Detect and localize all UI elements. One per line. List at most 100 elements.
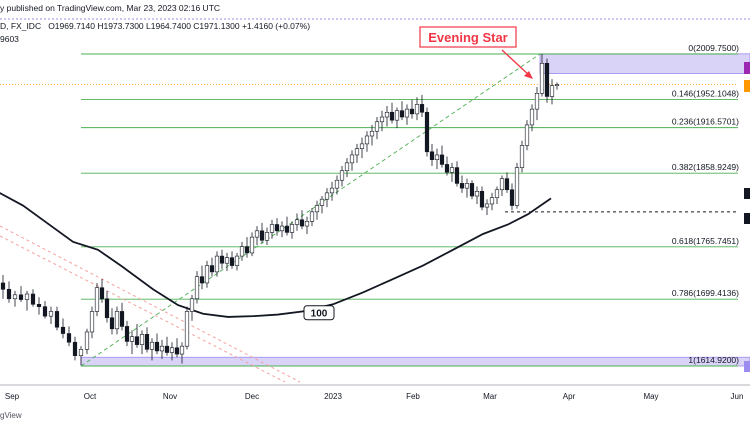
- fib-label: 1(1614.9200): [688, 355, 739, 365]
- candle-body: [12, 294, 18, 300]
- low-zone-marker: [744, 361, 750, 372]
- candle-body: [524, 124, 530, 146]
- candle-body: [214, 255, 220, 273]
- candle-body: [119, 311, 125, 327]
- x-tick-label: 2023: [324, 392, 342, 401]
- candle-body: [399, 110, 405, 118]
- candle-body: [409, 108, 415, 115]
- pattern-arrow-shaft: [501, 49, 531, 77]
- symbol-label[interactable]: D, FX_IDC: [0, 21, 42, 31]
- candle-body: [30, 293, 36, 305]
- candle-body: [99, 287, 105, 300]
- candle-body: [464, 183, 470, 189]
- sma-layer: [0, 192, 552, 318]
- candle-body: [424, 111, 430, 153]
- annotations-layer: 100 Evening Star: [303, 26, 533, 321]
- candle-body: [304, 221, 310, 227]
- x-tick-label: Apr: [563, 392, 576, 401]
- candle-body: [189, 298, 195, 312]
- candle-body: [109, 317, 115, 330]
- candle-body: [60, 326, 66, 334]
- candle-body: [284, 225, 290, 233]
- candles-layer: [0, 54, 560, 366]
- x-tick-label: Feb: [406, 392, 420, 401]
- candle-body: [174, 347, 180, 355]
- candle-body: [229, 257, 235, 266]
- fib-label: 0.146(1952.1048): [672, 89, 739, 99]
- candle-body: [134, 336, 140, 345]
- candle-body: [254, 230, 260, 238]
- fib-label: 0.786(1699.4136): [672, 288, 739, 298]
- candle-body: [239, 246, 245, 257]
- candle-body: [359, 143, 365, 149]
- fib-label: 0.236(1916.5701): [672, 117, 739, 127]
- candle-body: [129, 336, 135, 342]
- ma-label-box: [303, 305, 335, 321]
- candle-body: [504, 178, 510, 191]
- candle-body: [274, 224, 280, 232]
- support-marker: [744, 213, 750, 224]
- candle-body: [394, 110, 400, 121]
- candle-body: [78, 349, 84, 356]
- fib-levels-layer: 0(2009.7500) 0.146(1952.1048) 0.236(1916.5…: [0, 43, 739, 367]
- candle-body: [474, 190, 480, 197]
- candle-body: [529, 108, 535, 126]
- candle-body: [404, 108, 410, 118]
- candle-body: [449, 167, 455, 173]
- published-line: y published on TradingView.com, Mar 23, …: [0, 3, 221, 13]
- candle-body: [184, 311, 190, 347]
- candle-body: [279, 225, 285, 232]
- x-tick-label: Jun: [731, 392, 744, 401]
- candle-body: [384, 111, 390, 118]
- resistance-zone: [539, 53, 750, 74]
- candle-body: [509, 189, 515, 206]
- candle-body: [494, 189, 500, 198]
- x-tick-label: Mar: [483, 392, 497, 401]
- candle-body: [519, 145, 525, 168]
- candle-body: [414, 104, 420, 115]
- sma-marker: [744, 188, 750, 199]
- candle-body: [539, 62, 545, 94]
- candle-body: [139, 334, 145, 345]
- candle-body: [349, 154, 355, 164]
- x-axis-ticks: Sep Oct Nov Dec 2023 Feb Mar Apr May Jun: [5, 392, 744, 401]
- candle-body: [544, 62, 550, 97]
- sma-100-line: [0, 192, 552, 318]
- candle-body: [66, 333, 72, 343]
- candle-body: [419, 104, 425, 113]
- candle-body: [374, 121, 380, 132]
- candle-body: [179, 345, 185, 355]
- zone-marker: [744, 62, 750, 74]
- candle-body: [499, 178, 505, 191]
- candle-body: [439, 154, 445, 165]
- ma-label: 100: [311, 308, 328, 319]
- candle-body: [354, 148, 360, 156]
- candle-body: [114, 311, 120, 330]
- candle-body: [42, 306, 48, 317]
- candle-body: [364, 135, 370, 145]
- candle-body: [329, 187, 335, 194]
- candle-body: [54, 311, 60, 328]
- candle-body: [289, 224, 295, 233]
- ohlc-values: O1969.7140 H1973.7300 L1964.7400 C1971.1…: [48, 21, 311, 31]
- candle-body: [194, 276, 200, 300]
- pattern-label-box: [419, 26, 517, 48]
- candle-body: [259, 230, 265, 241]
- candle-body: [309, 211, 315, 222]
- candle-body: [219, 255, 225, 264]
- right-scale-markers: [744, 62, 750, 372]
- candle-body: [36, 304, 42, 307]
- candle-body: [339, 170, 345, 181]
- candle-body: [144, 334, 150, 350]
- candle-body: [514, 167, 520, 206]
- candle-body: [294, 219, 300, 225]
- candle-body: [299, 219, 305, 227]
- candle-body: [324, 192, 330, 200]
- candle-body: [379, 116, 385, 123]
- fib-label: 0.618(1765.7451): [672, 236, 739, 246]
- candle-body: [149, 341, 155, 350]
- pattern-arrow-head: [524, 71, 533, 79]
- candle-body: [369, 130, 375, 137]
- fib-label: 0(2009.7500): [688, 43, 739, 53]
